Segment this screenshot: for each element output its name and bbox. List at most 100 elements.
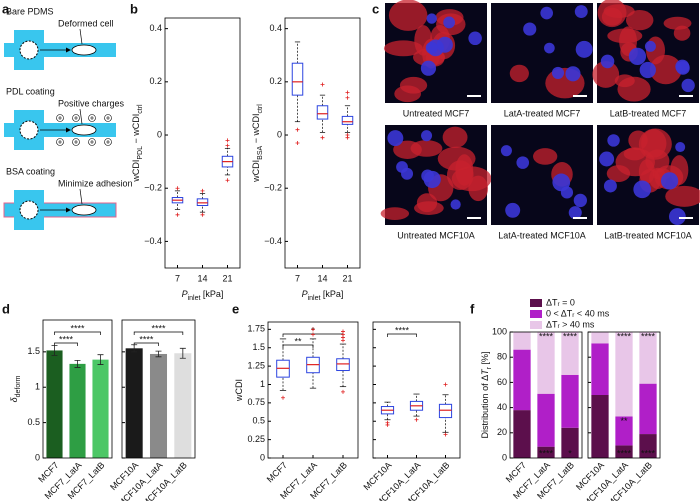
actin [601,7,623,26]
error-bar [97,354,104,365]
actin [617,76,651,102]
stacked-bar-segment [561,332,579,375]
y-tick-label: 1.5 [252,342,265,352]
stacked-bar-segment [513,349,531,411]
charge-plus [58,140,62,144]
significance-label: **** [641,331,656,341]
image-caption: Untreated MCF10A [397,230,475,240]
y-axis-label-part: Distribution of Δ [480,375,490,439]
diagram-title: Bare PDMS [6,6,54,16]
actin [414,201,444,215]
flier [341,389,345,394]
y-tick-label: 0.4 [269,23,282,33]
y-tick-label: 0 [35,452,40,462]
flier [414,417,419,422]
cell-dashed [19,40,39,60]
x-axis-label-part: P [302,289,308,299]
y-tick-label: 0.5 [27,417,40,427]
flier [200,188,205,193]
nucleus [628,47,647,65]
image-caption: LatA-treated MCF10A [498,230,586,240]
actin [649,54,682,85]
x-tick-label: 14 [197,273,207,283]
box [291,62,304,96]
plot-frame [509,331,583,459]
nucleus [660,172,679,190]
box [438,403,453,419]
stacked-bar-segment [615,332,633,417]
image-caption: Untreated MCF7 [403,108,470,118]
nucleus [573,193,588,208]
flier [225,143,230,148]
plot-frame [164,17,241,269]
stacked-bar-segment [537,332,555,394]
y-tick-label: 1.25 [247,360,265,370]
legend-label: ΔTᵣ > 40 ms [546,319,595,329]
y-tick-label: 1 [35,382,40,392]
stacked-bar-segment [561,374,579,428]
flier [281,395,285,400]
plot-frame [121,319,196,459]
actin [468,175,489,202]
y-axis-label: Distribution of ΔTr [%] [480,352,493,439]
flier [345,95,350,100]
y-axis-label: wCDIPDL − wCDIctrl [131,104,144,183]
significance-label: ** [620,416,628,426]
actin [442,126,468,149]
y-axis-label-part: δ [9,396,19,402]
bar [92,359,109,458]
flier [443,382,448,387]
significance-bracket [54,331,101,335]
actin [509,64,529,83]
y-axis-label-part: PDL [137,146,144,160]
bar [149,353,168,458]
panel-letter: d [2,301,10,316]
y-tick-label: 0.75 [247,397,265,407]
stacked-bar-segment [591,395,609,458]
nucleus [426,13,437,24]
cell-deformed [71,44,97,56]
nucleus [396,161,408,173]
actin [533,148,558,165]
nucleus [607,134,620,147]
y-tick-label: 0 [260,452,265,462]
y-tick-label: 0.25 [247,434,265,444]
significance-label: **** [59,334,74,344]
y-axis-label: δdeform [9,375,22,402]
stacked-bar-segment [513,332,531,350]
y-tick-label: 1.75 [247,324,265,334]
bar [174,353,192,458]
flier [320,135,325,140]
y-axis-label-part: r [486,366,493,369]
stacked-bar-segment [537,446,555,458]
nucleus [675,142,686,153]
significance-label: **** [539,331,554,341]
error-bar [131,344,138,353]
significance-label: **** [70,323,85,333]
panel-letter: f [470,301,475,316]
box [336,358,350,372]
cell-deformed [71,204,97,216]
note-pointer [79,188,83,205]
charge-plus [106,140,110,144]
flier [345,133,350,138]
significance-label: **** [617,448,632,458]
actin [628,130,648,151]
image-caption: LatB-treated MCF7 [610,108,687,118]
stacked-bar-segment [561,427,579,458]
x-axis-label: Pinlet [kPa] [302,289,344,302]
nucleus [387,130,404,147]
y-axis-label-part: ctrl [137,104,144,114]
panel-letter: a [2,1,10,16]
y-axis-label-part: wCDI [234,379,244,402]
legend-label: ΔTᵣ = 0 [546,297,575,307]
actin [625,10,654,31]
charge-plus [74,140,78,144]
y-axis-label-part: − wCDI [251,114,261,146]
y-tick-label: 0 [277,129,282,139]
x-axis-label-part: inlet [308,295,321,302]
x-axis-label: Pinlet [kPa] [182,289,224,302]
flier [311,332,315,337]
x-axis-label-part: [kPa] [200,289,223,299]
actin [641,129,667,158]
